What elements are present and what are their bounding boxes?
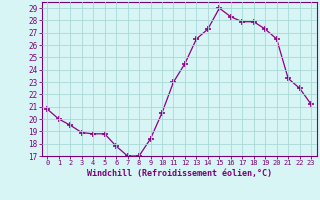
X-axis label: Windchill (Refroidissement éolien,°C): Windchill (Refroidissement éolien,°C) [87,169,272,178]
